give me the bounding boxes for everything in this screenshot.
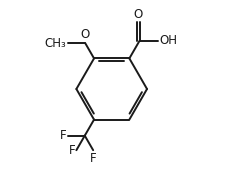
Text: F: F bbox=[69, 144, 75, 157]
Text: F: F bbox=[60, 129, 67, 142]
Text: F: F bbox=[90, 152, 96, 165]
Text: O: O bbox=[80, 28, 90, 41]
Text: CH₃: CH₃ bbox=[44, 37, 66, 50]
Text: OH: OH bbox=[160, 34, 177, 47]
Text: O: O bbox=[133, 7, 143, 20]
